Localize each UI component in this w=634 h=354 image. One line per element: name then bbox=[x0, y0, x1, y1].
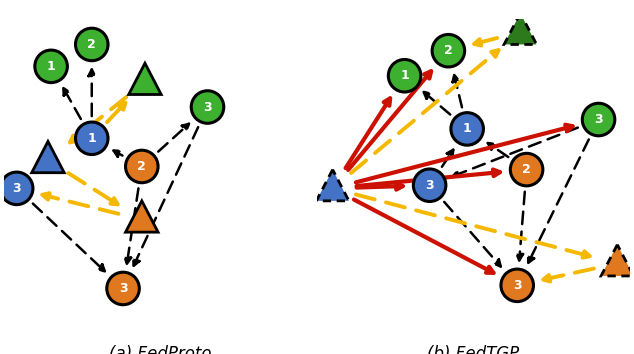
Text: 1: 1 bbox=[400, 69, 409, 82]
Circle shape bbox=[451, 113, 484, 145]
Text: 3: 3 bbox=[13, 182, 21, 195]
Circle shape bbox=[413, 169, 446, 201]
Text: 2: 2 bbox=[522, 163, 531, 176]
Circle shape bbox=[35, 50, 67, 82]
Text: 1: 1 bbox=[463, 122, 472, 136]
Text: 3: 3 bbox=[594, 113, 603, 126]
Polygon shape bbox=[601, 245, 633, 276]
Text: 1: 1 bbox=[87, 132, 96, 145]
Circle shape bbox=[582, 103, 615, 136]
Text: (b) FedTGP: (b) FedTGP bbox=[427, 345, 519, 354]
Text: 3: 3 bbox=[513, 279, 522, 292]
Circle shape bbox=[432, 34, 465, 67]
Text: 3: 3 bbox=[119, 282, 127, 295]
Text: (a) FedProto: (a) FedProto bbox=[109, 345, 212, 354]
Circle shape bbox=[510, 153, 543, 186]
Text: 2: 2 bbox=[138, 160, 146, 173]
Polygon shape bbox=[129, 63, 161, 95]
Polygon shape bbox=[504, 13, 536, 45]
Text: 3: 3 bbox=[425, 179, 434, 192]
Polygon shape bbox=[32, 142, 64, 173]
Circle shape bbox=[75, 28, 108, 61]
Polygon shape bbox=[316, 170, 349, 201]
Circle shape bbox=[75, 122, 108, 155]
Circle shape bbox=[107, 272, 139, 305]
Circle shape bbox=[501, 269, 533, 302]
Circle shape bbox=[191, 91, 224, 123]
Polygon shape bbox=[126, 201, 158, 232]
Text: 2: 2 bbox=[87, 38, 96, 51]
Circle shape bbox=[126, 150, 158, 183]
Text: 1: 1 bbox=[47, 60, 55, 73]
Text: 3: 3 bbox=[203, 101, 212, 114]
Circle shape bbox=[1, 172, 33, 205]
Circle shape bbox=[389, 59, 421, 92]
Text: 2: 2 bbox=[444, 44, 453, 57]
